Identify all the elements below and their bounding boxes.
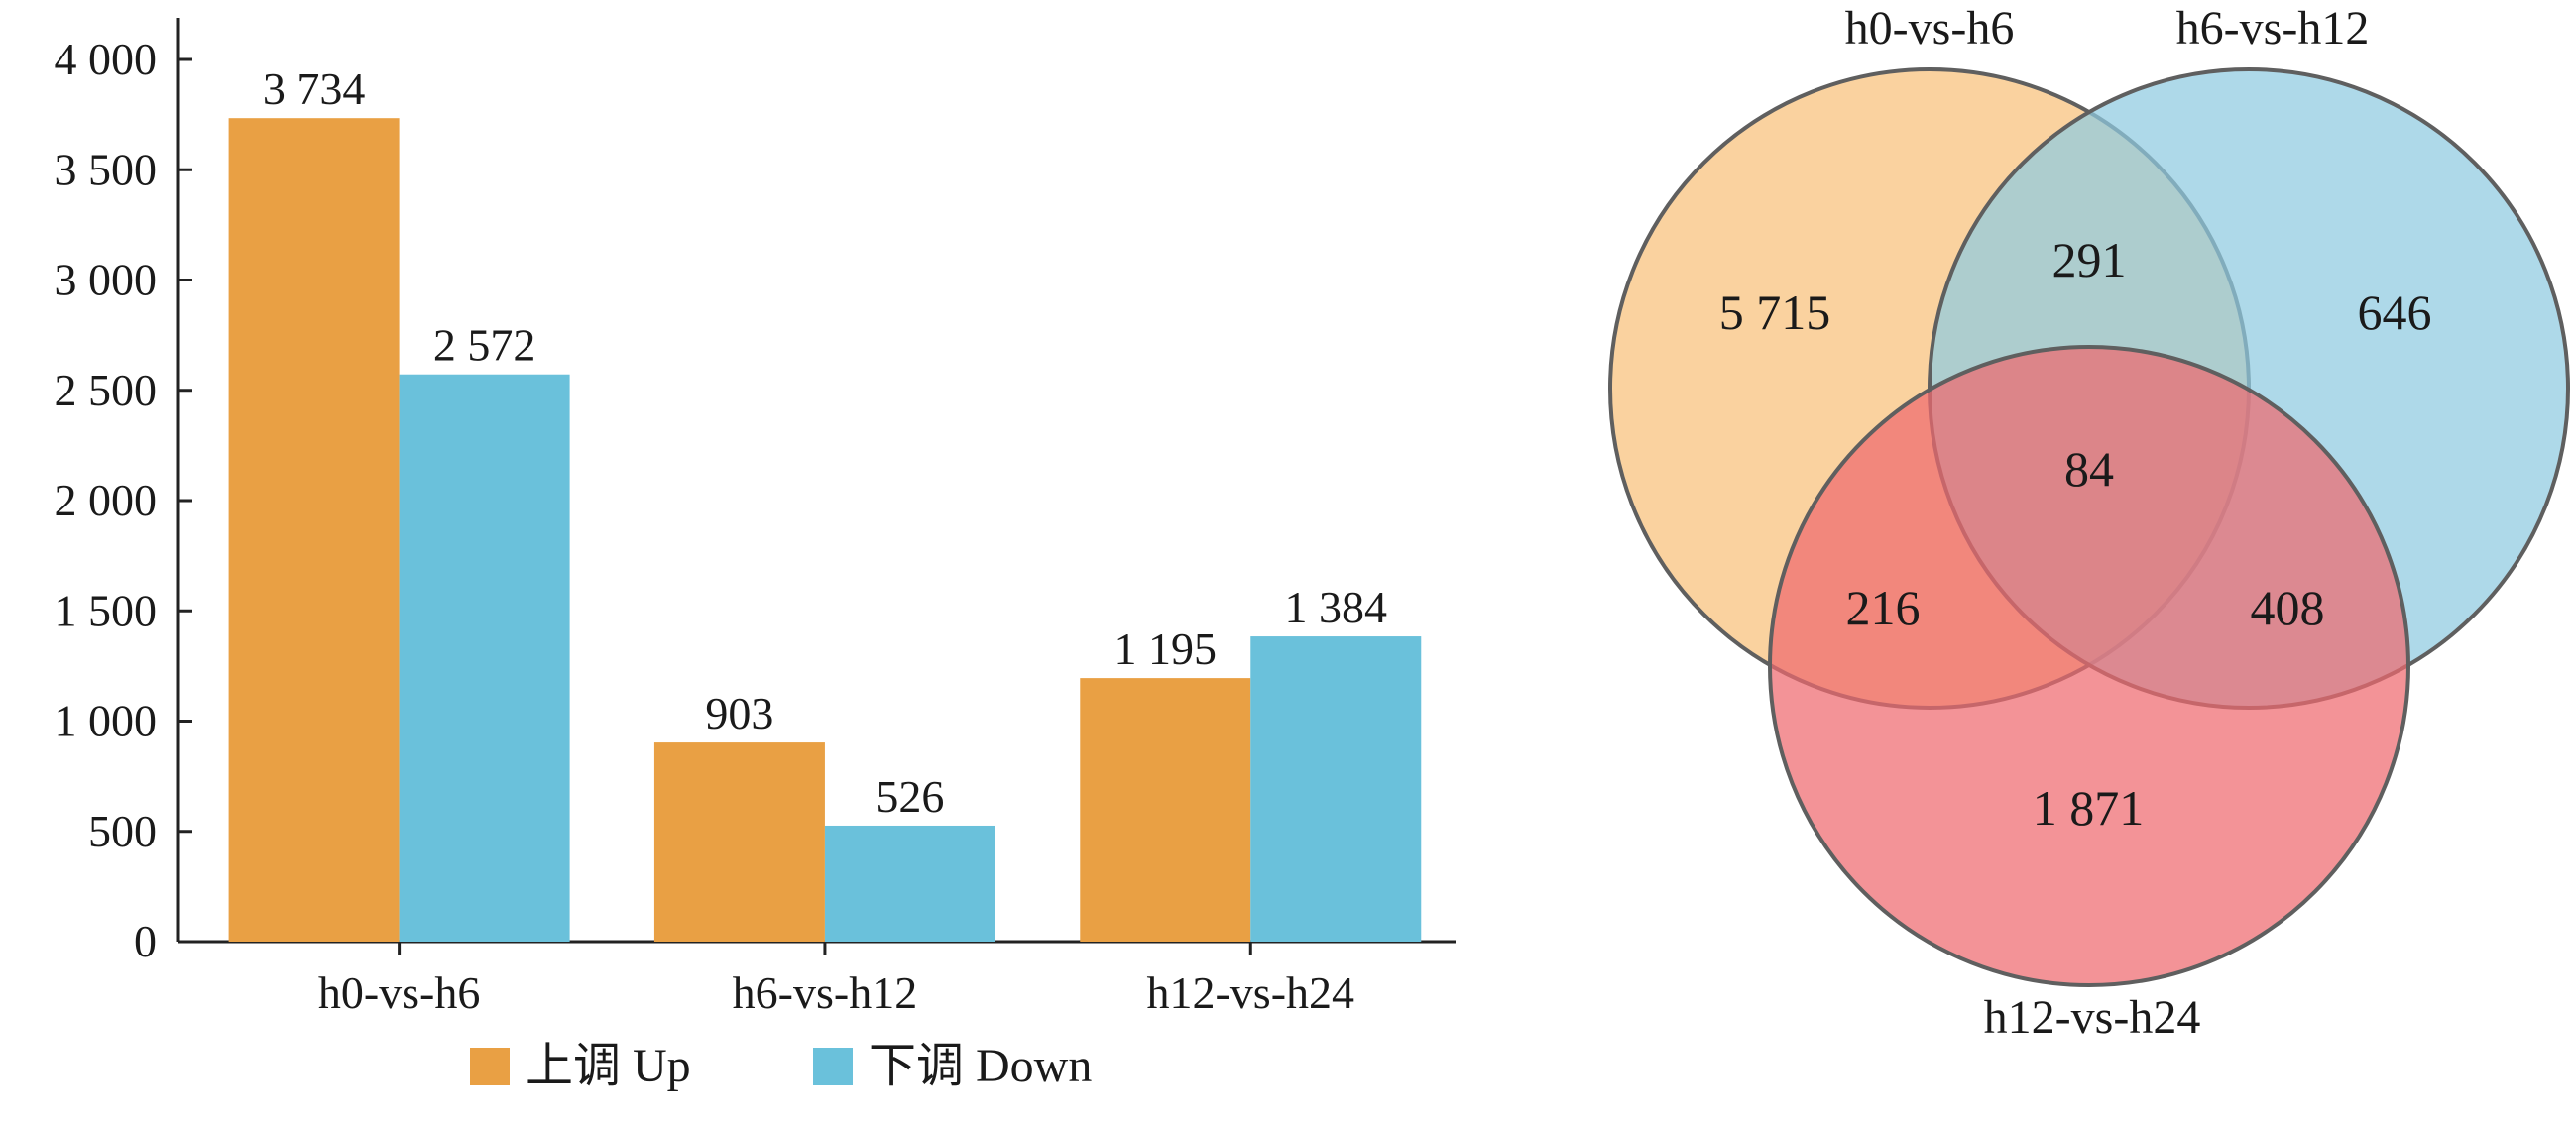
- bar-data-label: 2 572: [433, 320, 536, 371]
- bar-data-label: 3 734: [263, 63, 366, 114]
- y-tick-label: 3 000: [55, 255, 158, 305]
- bar-data-label: 526: [876, 771, 944, 822]
- y-tick-label: 500: [88, 806, 157, 856]
- bar: [1080, 678, 1251, 942]
- legend-label: 下调 Down: [869, 1040, 1092, 1092]
- bar-data-label: 903: [705, 688, 773, 738]
- y-tick-label: 2 500: [55, 365, 158, 415]
- legend-swatch: [813, 1048, 853, 1085]
- venn-region-count: 84: [2064, 441, 2114, 497]
- bar: [653, 742, 825, 942]
- venn-diagram: h0-vs-h6 h6-vs-h12 h12-vs-h24 5 715 646 1 871…: [1608, 2, 2570, 1044]
- bar-chart: 0 500 1 000 1 500 2 000 2 500 3 000 3 500 4 000 h…: [55, 18, 1456, 1092]
- venn-circle: [1768, 345, 2410, 987]
- venn-region-count: 408: [2251, 580, 2325, 635]
- y-tick-label: 1 500: [55, 585, 158, 635]
- x-tick-label: h6-vs-h12: [733, 967, 918, 1018]
- venn-region-count: 1 871: [2033, 780, 2145, 836]
- venn-set-label: h12-vs-h24: [1984, 991, 2201, 1044]
- bar-data-label: 1 195: [1114, 623, 1218, 674]
- venn-region-count: 291: [2052, 232, 2127, 287]
- y-tick-label: 0: [134, 916, 157, 966]
- bar: [228, 118, 400, 942]
- venn-set-label: h0-vs-h6: [1845, 2, 2015, 55]
- bar-data-label: 1 384: [1285, 582, 1388, 632]
- venn-region-count: 216: [1846, 580, 1921, 635]
- venn-region-count: 646: [2358, 284, 2432, 340]
- y-tick-label: 1 000: [55, 696, 158, 746]
- bar: [1250, 636, 1422, 942]
- bar: [399, 374, 570, 943]
- venn-region-count: 5 715: [1719, 284, 1831, 340]
- venn-set-label: h6-vs-h12: [2176, 2, 2370, 55]
- y-tick-label: 4 000: [55, 34, 158, 84]
- legend-swatch: [470, 1048, 510, 1085]
- y-tick-label: 2 000: [55, 475, 158, 525]
- legend-label: 上调 Up: [526, 1040, 691, 1092]
- x-tick-label: h12-vs-h24: [1146, 967, 1354, 1018]
- y-tick-label: 3 500: [55, 144, 158, 194]
- x-tick-label: h0-vs-h6: [318, 967, 481, 1018]
- bar: [824, 825, 995, 942]
